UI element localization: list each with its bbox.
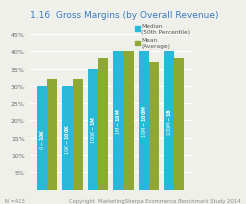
Bar <box>139 52 149 190</box>
Bar <box>123 52 134 190</box>
Bar <box>88 69 98 190</box>
Bar <box>164 52 174 190</box>
Text: 1.16  Gross Margins (by Overall Revenue): 1.16 Gross Margins (by Overall Revenue) <box>30 11 218 20</box>
Bar <box>149 62 159 190</box>
Text: $1M - $10M: $1M - $10M <box>114 108 122 134</box>
Bar <box>73 80 83 190</box>
Bar <box>47 80 57 190</box>
Text: N =413: N =413 <box>5 198 25 203</box>
Text: $10M - $100M: $10M - $100M <box>140 104 148 137</box>
Text: $100K - $1M: $100K - $1M <box>89 115 97 144</box>
Bar <box>98 59 108 190</box>
Text: $100M - $1B: $100M - $1B <box>165 107 173 135</box>
Bar <box>62 86 73 190</box>
Bar <box>37 86 47 190</box>
Text: $0 - $10K: $0 - $10K <box>38 127 46 149</box>
Text: $10K - $100K: $10K - $100K <box>63 122 71 154</box>
Legend: Median
(50th Percentile), Mean
(Average): Median (50th Percentile), Mean (Average) <box>135 24 191 49</box>
Bar <box>174 59 184 190</box>
Bar <box>113 52 123 190</box>
Text: Copyright  MarketingSherpa Ecommerce Benchmark Study 2014: Copyright MarketingSherpa Ecommerce Benc… <box>69 198 241 203</box>
